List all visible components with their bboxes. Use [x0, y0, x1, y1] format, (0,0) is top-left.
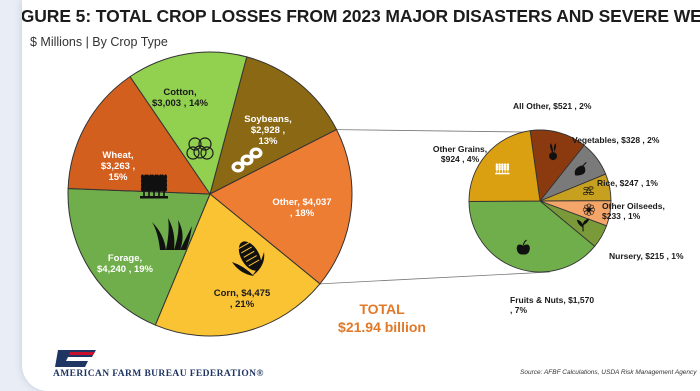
slice-label-forage-line: $4,240 , 19%	[97, 264, 154, 275]
slice-label-wheat-line: $3,263 ,	[101, 161, 135, 172]
sub-label-rice: Rice, $247 , 1%	[597, 178, 658, 188]
connector-line-top	[336, 129, 523, 133]
slice-label-forage: Forage, $4,240 , 19%	[97, 253, 154, 275]
slice-label-cotton: Cotton, $3,003 , 14%	[152, 87, 209, 109]
slice-label-corn: Corn, $4,475, 21%	[214, 288, 271, 310]
sub-slice-all-other	[529, 129, 585, 203]
pie-slice-forage	[67, 188, 211, 326]
corn-icon	[232, 241, 265, 276]
sub-label-rice-line: Rice, $247 , 1%	[597, 178, 658, 188]
apple-icon	[516, 239, 530, 255]
slice-label-soybeans: Soybeans, $2,928 , 13%	[244, 114, 292, 147]
pie-slice-wheat	[67, 75, 211, 195]
slice-label-soybeans-line: 13%	[258, 136, 278, 147]
sub-label-other-grains: Other Grains, $924 , 4%	[433, 144, 487, 164]
chart-subtitle: $ Millions | By Crop Type	[30, 35, 168, 49]
slice-label-other-line: , 18%	[290, 208, 315, 219]
sub-label-fruits-nuts: Fruits & Nuts, $1,570, 7%	[510, 295, 594, 315]
crop-loss-charts: Soybeans, $2,928 , 13% Other, $4,037, 18% Co…	[67, 51, 684, 337]
connector-line-bottom	[319, 271, 551, 285]
pie-slice-cotton	[129, 51, 248, 196]
slice-label-soybeans-line: $2,928 ,	[251, 125, 285, 136]
beet-icon	[549, 143, 557, 161]
sub-label-other-oilseeds-line: Other Oilseeds,	[602, 201, 665, 211]
sub-label-all-other: All Other, $521 , 2%	[513, 101, 592, 111]
slice-label-cotton-line: Cotton,	[163, 87, 196, 98]
afbf-logo-icon	[55, 350, 96, 367]
cotton-icon	[186, 137, 214, 160]
slice-label-wheat-line: Wheat,	[102, 150, 133, 161]
slice-label-wheat: Wheat, $3,263 , 15%	[101, 150, 135, 183]
total-callout: TOTAL $21.94 billion	[322, 301, 442, 335]
sub-label-vegetables-line: Vegetables, $328 , 2%	[572, 135, 660, 145]
soybean-pod-icon	[231, 147, 263, 173]
wheat-icon	[140, 174, 168, 199]
slice-label-corn-line: Corn, $4,475	[214, 288, 271, 299]
sunflower-icon	[582, 203, 595, 216]
sub-label-other-oilseeds: Other Oilseeds, $233 , 1%	[602, 201, 665, 221]
sub-label-vegetables: Vegetables, $328 , 2%	[572, 135, 660, 145]
total-value: $21.94 billion	[338, 319, 426, 335]
sub-label-fruits-nuts-line: Fruits & Nuts, $1,570	[510, 295, 594, 305]
slice-label-other: Other, $4,037, 18%	[272, 197, 331, 219]
chart-title: IGURE 5: TOTAL CROP LOSSES FROM 2023 MAJ…	[22, 6, 700, 26]
chart-frame: IGURE 5: TOTAL CROP LOSSES FROM 2023 MAJ…	[22, 0, 700, 391]
grain-icon	[495, 163, 510, 175]
sub-label-other-grains-line: $924 , 4%	[441, 154, 480, 164]
slice-label-forage-line: Forage,	[108, 253, 142, 264]
eggplant-icon	[574, 161, 587, 176]
sub-label-other-oilseeds-line: $233 , 1%	[602, 211, 641, 221]
sub-slice-fruits-nuts	[468, 200, 596, 273]
organization-name: AMERICAN FARM BUREAU FEDERATION®	[53, 369, 264, 379]
total-label: TOTAL	[359, 301, 405, 317]
sub-label-fruits-nuts-line: , 7%	[510, 305, 527, 315]
slice-label-corn-line: , 21%	[230, 299, 255, 310]
grass-icon	[152, 218, 192, 250]
rice-icon	[582, 186, 595, 196]
slice-label-wheat-line: 15%	[108, 172, 128, 183]
sub-label-other-grains-line: Other Grains,	[433, 144, 487, 154]
plant-icon	[576, 218, 590, 232]
sub-label-nursery-line: Nursery, $215 , 1%	[609, 251, 684, 261]
pie-slice-other	[209, 128, 353, 285]
sub-label-all-other-line: All Other, $521 , 2%	[513, 101, 592, 111]
sub-label-nursery: Nursery, $215 , 1%	[609, 251, 684, 261]
source-note: Source: AFBF Calculations, USDA Risk Man…	[520, 369, 697, 376]
slice-label-cotton-line: $3,003 , 14%	[152, 98, 209, 109]
slice-label-soybeans-line: Soybeans,	[244, 114, 292, 125]
slice-label-other-line: Other, $4,037	[272, 197, 331, 208]
